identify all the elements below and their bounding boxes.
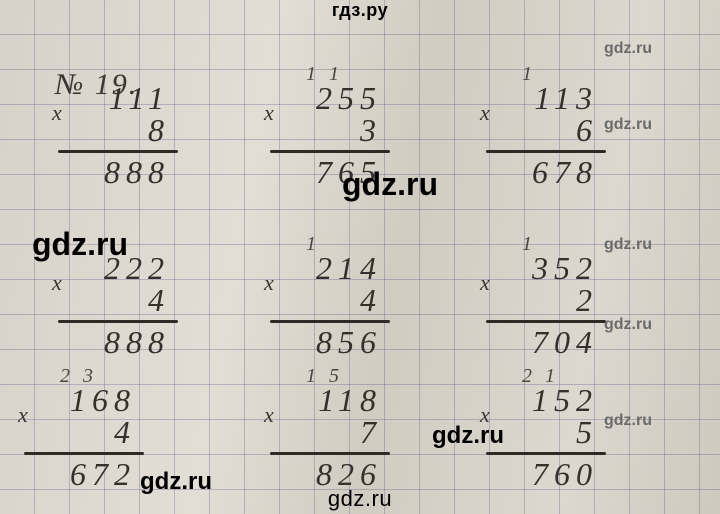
multiplicand: 168 <box>40 384 136 416</box>
multiplicand: 352 <box>502 252 598 284</box>
multiplicand: 255 <box>286 82 382 114</box>
multiply-sign: x <box>18 402 28 428</box>
multiplier: 2 <box>502 284 598 316</box>
multiply-sign: x <box>264 270 274 296</box>
header-text: гдз.ру <box>332 0 388 20</box>
watermark: gdz.ru <box>604 412 652 430</box>
result-rule <box>270 320 390 323</box>
result-rule <box>270 150 390 153</box>
multiplicand: 214 <box>286 252 382 284</box>
product: 704 <box>502 326 598 358</box>
multiplicand: 113 <box>502 82 598 114</box>
multiplier: 7 <box>286 416 382 448</box>
multiplication-problem: x1118888 <box>38 70 218 210</box>
multiplier: 4 <box>40 416 136 448</box>
multiplicand: 152 <box>502 384 598 416</box>
result-rule <box>58 150 178 153</box>
multiplier: 6 <box>502 114 598 146</box>
multiplier: 4 <box>74 284 170 316</box>
page-footer: gdz.ru <box>0 486 720 512</box>
multiply-sign: x <box>52 100 62 126</box>
multiply-sign: x <box>480 270 490 296</box>
product: 888 <box>74 156 170 188</box>
result-rule <box>270 452 390 455</box>
result-rule <box>58 320 178 323</box>
result-rule <box>24 452 144 455</box>
watermark: gdz.ru <box>32 226 128 263</box>
multiply-sign: x <box>52 270 62 296</box>
multiplier: 3 <box>286 114 382 146</box>
multiply-sign: x <box>264 100 274 126</box>
watermark: gdz.ru <box>604 116 652 134</box>
product: 678 <box>502 156 598 188</box>
watermark: gdz.ru <box>604 316 652 334</box>
multiply-sign: x <box>264 402 274 428</box>
multiplier: 8 <box>74 114 170 146</box>
multiplication-problem: 1x2144856 <box>250 240 430 380</box>
result-rule <box>486 150 606 153</box>
watermark: gdz.ru <box>342 166 438 203</box>
product: 888 <box>74 326 170 358</box>
multiplication-problem: 1x1136678 <box>466 70 646 210</box>
result-rule <box>486 452 606 455</box>
footer-text: gdz.ru <box>328 486 392 511</box>
multiplication-problem: 1x3522704 <box>466 240 646 380</box>
multiplier: 5 <box>502 416 598 448</box>
result-rule <box>486 320 606 323</box>
multiplier: 4 <box>286 284 382 316</box>
watermark: gdz.ru <box>432 422 504 450</box>
watermark: gdz.ru <box>604 40 652 58</box>
multiplicand: 118 <box>286 384 382 416</box>
product: 856 <box>286 326 382 358</box>
watermark: gdz.ru <box>604 236 652 254</box>
multiply-sign: x <box>480 100 490 126</box>
multiplicand: 111 <box>74 82 170 114</box>
page-header: гдз.ру <box>0 0 720 21</box>
